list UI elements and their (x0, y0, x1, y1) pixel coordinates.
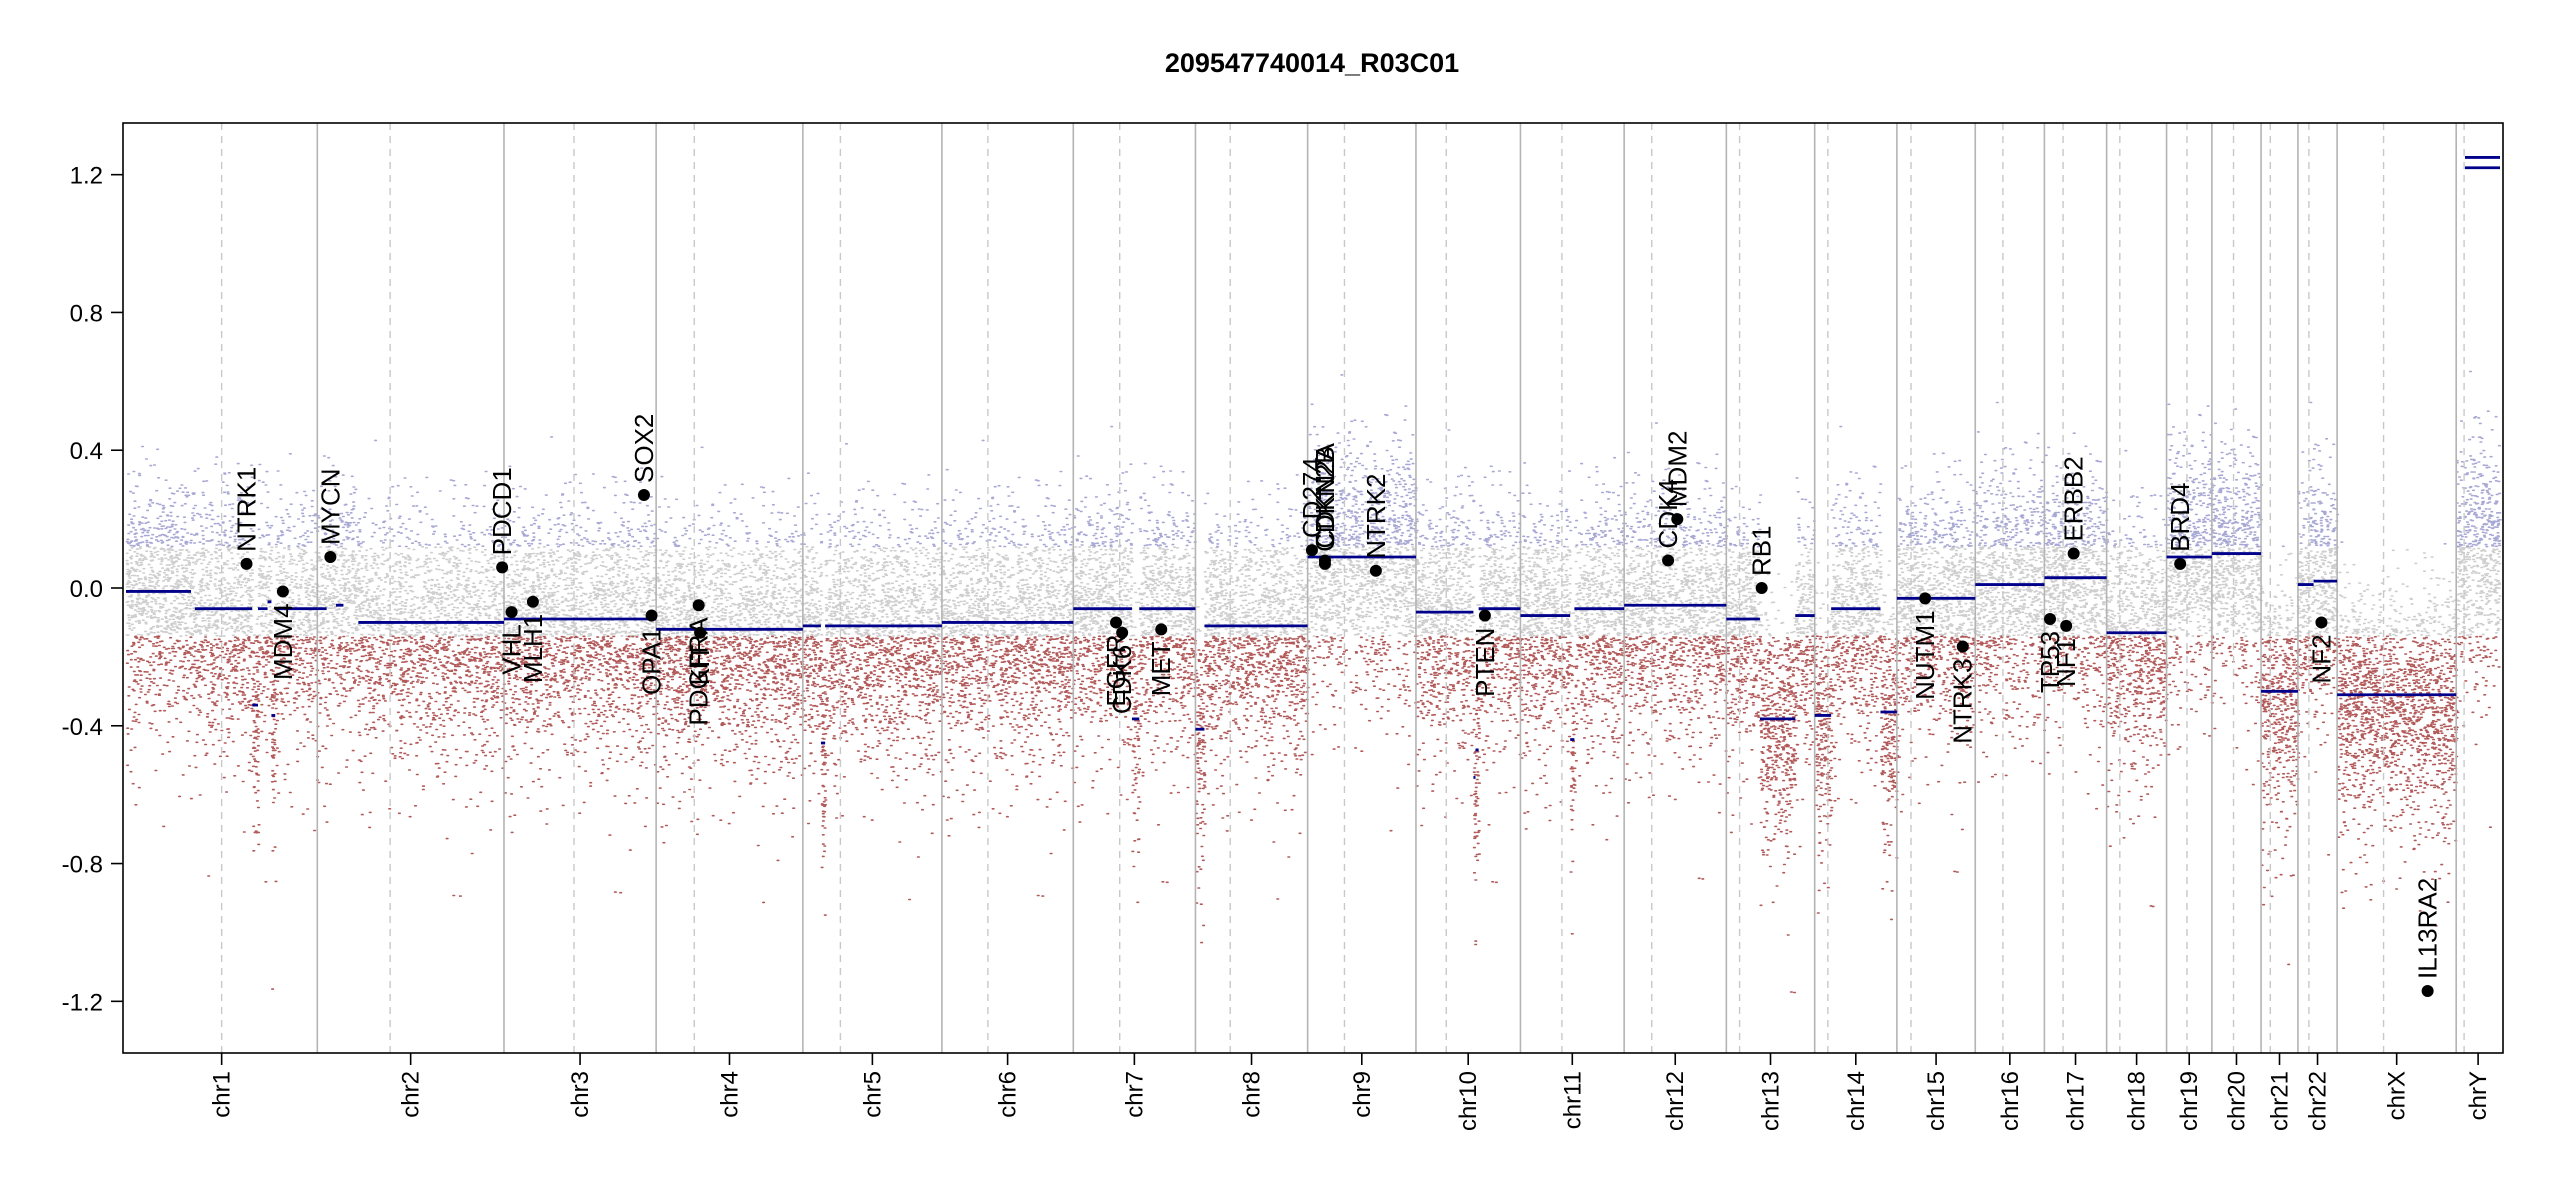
gene-label-cdkn2a: CDKN2A (1310, 442, 1340, 548)
gene-label-egfr: EGFR (1101, 634, 1131, 706)
gene-label-nf2: NF2 (2306, 634, 2336, 683)
y-tick-label: -1.2 (62, 989, 103, 1016)
x-tick-label-chr7: chr7 (1121, 1071, 1148, 1118)
gene-label-kit: KIT (685, 645, 715, 686)
gene-label-opa1: OPA1 (637, 628, 667, 695)
gene-point-pdcd1 (496, 561, 509, 574)
gene-label-cdk6: CDK6 (1107, 645, 1137, 714)
gene-point-cdk4 (1662, 554, 1675, 567)
gene-label-erbb2: ERBB2 (2059, 456, 2089, 541)
gene-point-tp53 (2044, 613, 2057, 625)
gene-label-sox2: SOX2 (629, 414, 659, 483)
gene-label-cdkn2b: CDKN2B (1310, 446, 1340, 551)
y-tick-label: -0.8 (62, 852, 103, 879)
x-tick-label-chr18: chr18 (2124, 1071, 2151, 1131)
gene-point-nf1 (2060, 619, 2073, 632)
y-tick-label: 0.0 (70, 576, 103, 603)
x-tick-label-chr22: chr22 (2305, 1071, 2332, 1131)
gene-label-mlh1: MLH1 (518, 614, 548, 683)
gene-label-mycn: MYCN (315, 468, 345, 545)
y-tick-label: -0.4 (62, 714, 103, 741)
x-tick-label-chrY: chrY (2465, 1071, 2492, 1120)
gene-point-pten (1478, 609, 1491, 622)
x-tick-label-chr21: chr21 (2267, 1071, 2294, 1131)
y-tick-label: 0.4 (70, 438, 103, 465)
gene-label-tp53: TP53 (2035, 631, 2065, 693)
gene-label-ntrk3: NTRK3 (1948, 659, 1978, 744)
gene-point-opa1 (645, 609, 658, 622)
y-tick-label: 0.8 (70, 300, 103, 327)
x-tick-label-chr15: chr15 (1923, 1071, 1950, 1131)
x-tick-label-chr6: chr6 (995, 1071, 1022, 1118)
x-tick-label-chr17: chr17 (2063, 1071, 2090, 1131)
gene-point-ntrk1 (240, 557, 253, 570)
gene-point-mycn (324, 551, 337, 563)
gene-point-mlh1 (526, 595, 539, 608)
axes: 1.2 0.8 0.4 0.0 -0.4 -0.8 -1.2 chr1 chr2 chr3 chr4… (62, 163, 2492, 1131)
gene-label-nf1: NF1 (2051, 638, 2081, 687)
x-tick-label-chr9: chr9 (1349, 1071, 1376, 1118)
x-tick-label-chr11: chr11 (1559, 1071, 1586, 1129)
x-tick-label-chr13: chr13 (1758, 1071, 1785, 1131)
gene-point-cdk6 (1116, 626, 1129, 639)
x-tick-label-chr10: chr10 (1455, 1071, 1482, 1131)
gene-label-rb1: RB1 (1747, 525, 1777, 576)
y-tick-label: 1.2 (70, 163, 103, 190)
chart-title: 209547740014_R03C01 (1165, 48, 1459, 78)
gene-point-il13ra2 (2421, 985, 2434, 997)
gene-label-mdm2: MDM2 (1662, 431, 1692, 508)
loss-probe-points (125, 635, 2501, 994)
x-tick-label-chr19: chr19 (2176, 1071, 2203, 1131)
gene-point-cd274 (1305, 544, 1318, 557)
gene-point-nf2 (2315, 616, 2328, 629)
gene-label-nutm1: NUTM1 (1910, 610, 1940, 700)
gene-point-cdkn2b (1318, 557, 1331, 570)
gene-point-sox2 (637, 489, 650, 501)
gene-label-met: MET (1146, 641, 1176, 696)
x-tick-label-chr8: chr8 (1239, 1071, 1266, 1118)
gene-point-ntrk3 (1956, 640, 1969, 653)
gene-label-brd4: BRD4 (2165, 483, 2195, 552)
gene-point-erbb2 (2067, 547, 2080, 560)
gene-label-pdcd1: PDCD1 (487, 467, 517, 555)
gene-label-il13ra2: IL13RA2 (2413, 878, 2443, 979)
gene-point-vhl (505, 606, 518, 619)
gene-point-met (1155, 623, 1168, 636)
x-tick-label-chr2: chr2 (398, 1071, 425, 1118)
gene-point-egfr (1110, 616, 1123, 629)
x-tick-label-chr12: chr12 (1662, 1071, 1689, 1131)
gene-label-cd274: CD274 (1297, 457, 1327, 538)
gene-label-mdm4: MDM4 (268, 603, 298, 680)
neutral-probe-points (125, 545, 2502, 637)
gain-probe-points (125, 370, 2502, 548)
x-tick-label-chrX: chrX (2384, 1071, 2411, 1120)
gene-point-ntrk2 (1369, 564, 1382, 577)
gene-label-ntrk2: NTRK2 (1361, 474, 1391, 559)
gene-label-vhl: VHL (497, 624, 527, 675)
gene-point-pdgfra (692, 599, 705, 612)
gene-point-brd4 (2174, 557, 2187, 570)
gene-point-kit (694, 626, 707, 639)
gene-point-rb1 (1755, 582, 1768, 594)
x-tick-label-chr20: chr20 (2223, 1071, 2250, 1131)
gene-point-nutm1 (1919, 592, 1932, 605)
chromosome-boundaries (220, 123, 2465, 1053)
plot-frame (122, 122, 2504, 1054)
x-tick-label-chr5: chr5 (859, 1071, 886, 1118)
gene-point-mdm2 (1671, 513, 1684, 526)
x-tick-label-chr4: chr4 (716, 1071, 743, 1118)
x-tick-label-chr16: chr16 (1997, 1071, 2024, 1131)
segment-lines (126, 156, 2500, 779)
gene-point-mdm4 (276, 585, 289, 598)
x-tick-label-chr14: chr14 (1843, 1071, 1870, 1131)
x-tick-label-chr3: chr3 (567, 1071, 594, 1118)
gene-label-ntrk1: NTRK1 (232, 467, 262, 552)
x-tick-label-chr1: chr1 (209, 1071, 236, 1118)
gene-label-pten: PTEN (1470, 628, 1500, 697)
